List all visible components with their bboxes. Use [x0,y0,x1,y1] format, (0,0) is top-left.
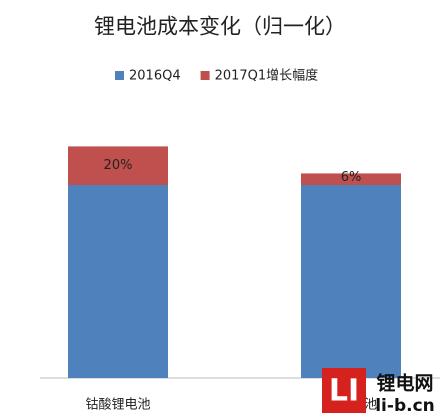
watermark-logo-box [322,368,366,413]
x-tick-label: 钴酸锂电池 [85,398,150,413]
watermark: LI 锂电网 li-b.cn [322,368,435,416]
legend-label: 2016Q4 [129,69,181,84]
bar-segment [301,185,401,378]
legend-swatch [200,71,210,80]
watermark-name: 锂电网 [376,372,433,395]
legend-swatch [115,71,124,80]
data-label: 20% [104,158,133,173]
bar-segment [68,185,168,378]
chart-title: 锂电池成本变化（归一化） [94,15,346,39]
watermark-url: li-b.cn [375,396,435,416]
bar-segment [68,146,168,185]
watermark-logo: LI [329,374,359,409]
legend-label: 2017Q1增长幅度 [215,68,319,84]
data-label: 6% [341,170,362,185]
bar-segment [301,173,401,185]
